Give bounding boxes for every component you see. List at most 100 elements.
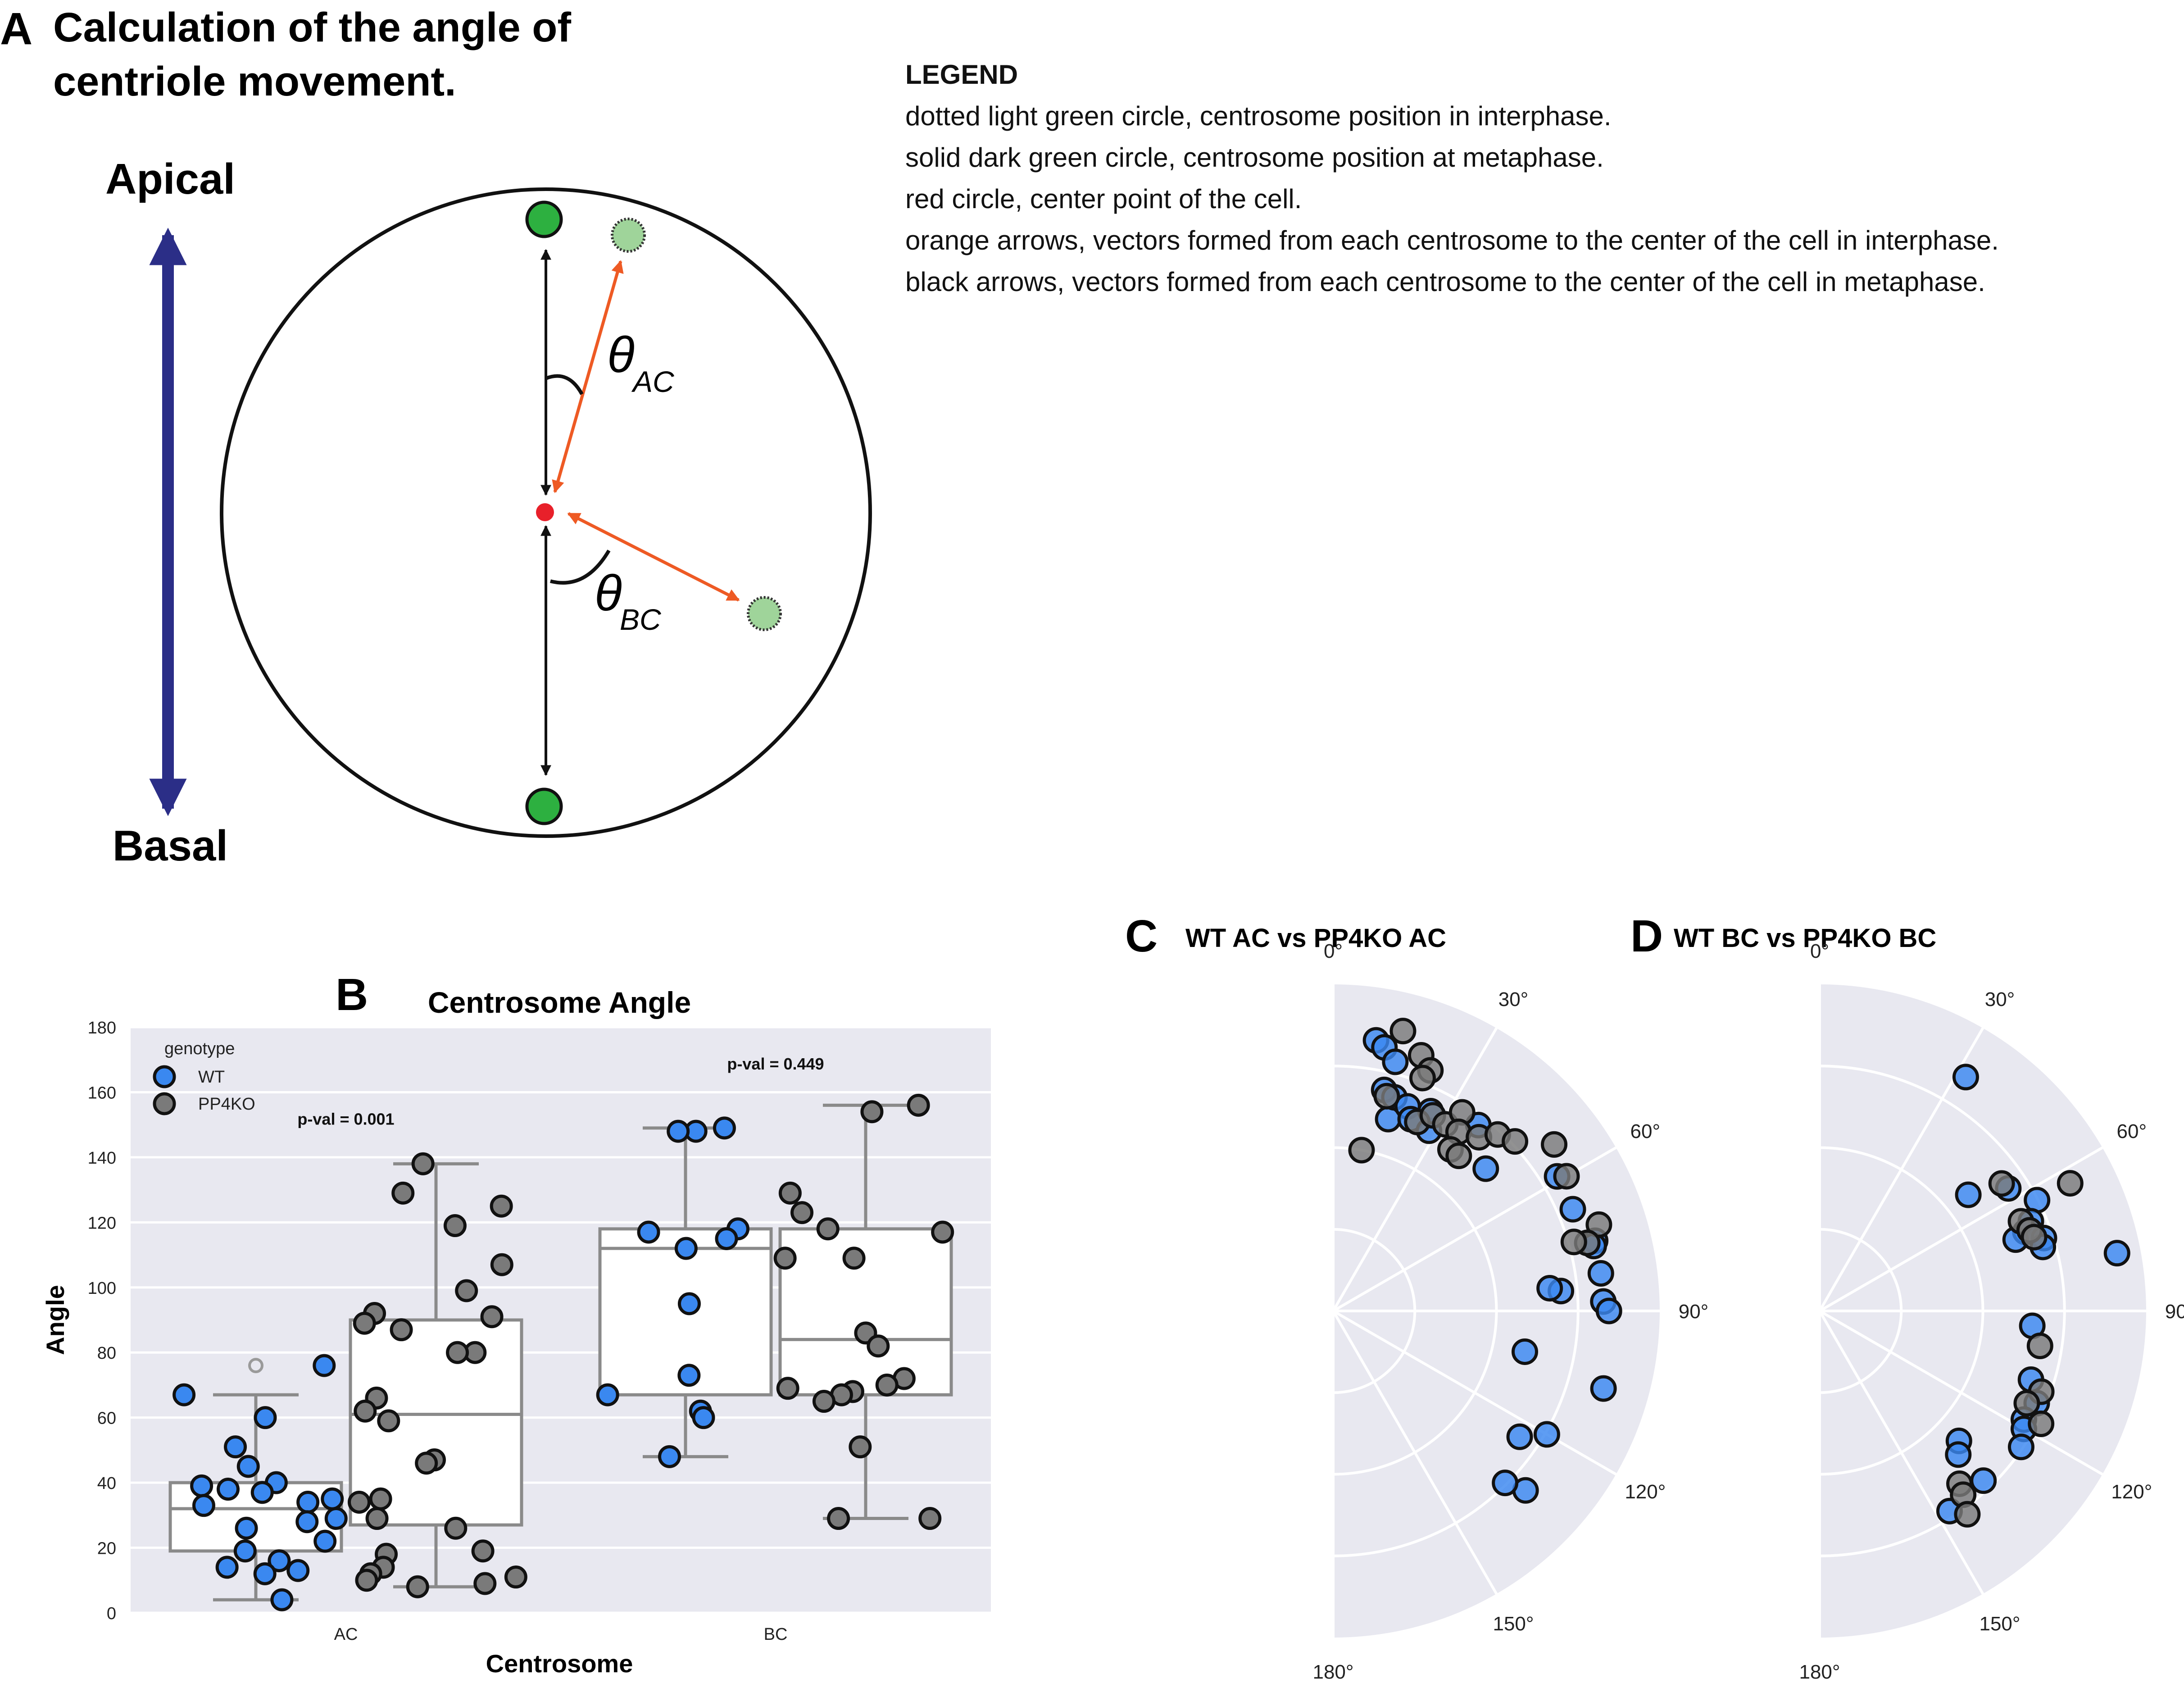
data-point-pp4ko — [849, 1435, 872, 1459]
polar-angle-label: 60° — [1630, 1120, 1661, 1142]
polar-angle-label: 60° — [2117, 1120, 2147, 1142]
y-tick-label: 120 — [88, 1214, 116, 1233]
panel-c: C WT AC vs PP4KO AC 0° 30° 60° 90° 120° 150° 1… — [1125, 911, 1708, 1683]
polar-plot-c: 0° 30° 60° 90° 120° 150° 180° — [1312, 940, 1708, 1683]
polar-point-wt — [2007, 1434, 2034, 1461]
data-point-pp4ko — [860, 1100, 884, 1124]
legend-line-4: orange arrows, vectors formed from each … — [905, 225, 1999, 255]
basal-label: Basal — [113, 822, 228, 870]
polar-angle-label: 30° — [1985, 988, 2015, 1010]
chart-c-title: WT AC vs PP4KO AC — [1185, 924, 1446, 953]
data-point-pp4ko — [504, 1566, 527, 1589]
data-point-wt — [713, 1116, 736, 1140]
cell-center-point — [536, 503, 554, 521]
polar-point-wt — [1492, 1470, 1519, 1497]
polar-point-pp4ko — [1954, 1501, 1981, 1528]
data-point-wt — [658, 1445, 681, 1468]
y-tick-label: 160 — [88, 1083, 116, 1102]
polar-point-wt — [1536, 1274, 1563, 1302]
data-point-pp4ko — [355, 1569, 378, 1592]
data-point-pp4ko — [354, 1399, 377, 1423]
polar-point-wt — [1595, 1297, 1622, 1324]
data-point-wt — [296, 1490, 320, 1514]
data-point-wt — [715, 1227, 738, 1250]
data-point-wt — [268, 1549, 291, 1572]
data-point-wt — [190, 1474, 213, 1497]
data-point-pp4ko — [471, 1539, 495, 1563]
chart-b-legend: genotype WT PP4KO — [153, 1039, 255, 1115]
apical-label: Apical — [105, 155, 235, 203]
data-point-pp4ko — [867, 1334, 890, 1358]
legend-line-3: red circle, center point of the cell. — [905, 184, 1302, 214]
p-value-annotation: p-val = 0.449 — [727, 1055, 824, 1073]
polar-point-pp4ko — [1502, 1128, 1529, 1155]
polar-point-pp4ko — [1445, 1142, 1472, 1170]
data-point-wt — [216, 1478, 240, 1501]
y-tick-label: 0 — [107, 1604, 116, 1623]
polar-point-pp4ko — [1389, 1018, 1417, 1045]
data-point-pp4ko — [415, 1452, 438, 1475]
data-point-pp4ko — [473, 1572, 497, 1595]
polar-point-pp4ko — [2013, 1390, 2040, 1417]
polar-point-pp4ko — [2021, 1224, 2048, 1251]
theta-ac-arc — [545, 374, 584, 395]
polar-angle-label: 0° — [1810, 940, 1829, 962]
polar-angle-label: 0° — [1324, 940, 1343, 962]
p-value-annotation: p-val = 0.001 — [297, 1110, 394, 1129]
data-point-wt — [286, 1559, 310, 1582]
data-point-wt — [295, 1510, 319, 1534]
data-point-wt — [173, 1383, 196, 1406]
cell-outline — [220, 187, 872, 838]
panel-a-letter: A — [0, 4, 32, 54]
panel-a-legend: LEGEND dotted light green circle, centro… — [905, 54, 2166, 303]
panel-a-title-line1: Calculation of the angle of — [53, 5, 571, 50]
y-tick-label: 60 — [97, 1409, 116, 1428]
data-point-pp4ko — [490, 1194, 513, 1218]
polar-point-wt — [1511, 1338, 1538, 1365]
y-tick-label: 80 — [97, 1344, 116, 1363]
panel-d-letter: D — [1630, 911, 1663, 961]
polar-spoke — [1819, 1310, 2103, 1476]
data-point-pp4ko — [377, 1409, 400, 1433]
y-tick-label: 40 — [97, 1474, 116, 1493]
x-tick-label: BC — [764, 1625, 788, 1644]
theta-bc-subscript: BC — [620, 603, 662, 636]
interphase-centrosome-basal — [747, 596, 782, 631]
polar-point-wt — [1559, 1196, 1586, 1223]
data-point-wt — [637, 1220, 660, 1244]
interphase-vector-basal — [567, 512, 740, 602]
x-tick-label: AC — [334, 1625, 358, 1644]
data-point-pp4ko — [842, 1247, 866, 1270]
legend-heading: LEGEND — [905, 59, 1018, 90]
polar-point-wt — [1970, 1467, 1997, 1494]
data-point-wt — [596, 1383, 619, 1406]
data-point-wt — [667, 1120, 690, 1143]
legend-line-5: black arrows, vectors formed from each c… — [905, 267, 1985, 297]
data-point-wt — [235, 1516, 258, 1540]
theta-bc-symbol: θ — [595, 565, 622, 621]
data-point-pp4ko — [790, 1201, 814, 1224]
polar-point-wt — [1955, 1181, 1982, 1208]
legend-marker-pp4ko — [153, 1092, 176, 1115]
legend-marker-wt — [153, 1065, 176, 1088]
data-point-pp4ko — [875, 1373, 899, 1397]
polar-point-pp4ko — [1373, 1083, 1400, 1110]
polar-point-pp4ko — [2057, 1170, 2084, 1197]
polar-angle-label: 30° — [1498, 988, 1529, 1010]
legend-label-wt: WT — [198, 1068, 225, 1087]
data-point-wt — [236, 1455, 260, 1478]
polar-point-pp4ko — [1348, 1137, 1375, 1164]
interphase-vector-apical — [552, 260, 624, 493]
box-body — [778, 1227, 953, 1397]
polar-point-wt — [1533, 1421, 1560, 1448]
data-point-wt — [253, 1562, 277, 1585]
data-point-pp4ko — [391, 1181, 415, 1205]
polar-plot-d: 0° 30° 60° 90° 120° 150° 180° — [1799, 940, 2184, 1683]
data-point-pp4ko — [816, 1217, 840, 1241]
data-point-wt — [324, 1507, 348, 1530]
data-point-pp4ko — [907, 1093, 930, 1117]
data-point-pp4ko — [444, 1516, 468, 1540]
data-point-pp4ko — [347, 1490, 371, 1514]
data-point-pp4ko — [490, 1253, 513, 1276]
data-point-pp4ko — [931, 1220, 954, 1244]
